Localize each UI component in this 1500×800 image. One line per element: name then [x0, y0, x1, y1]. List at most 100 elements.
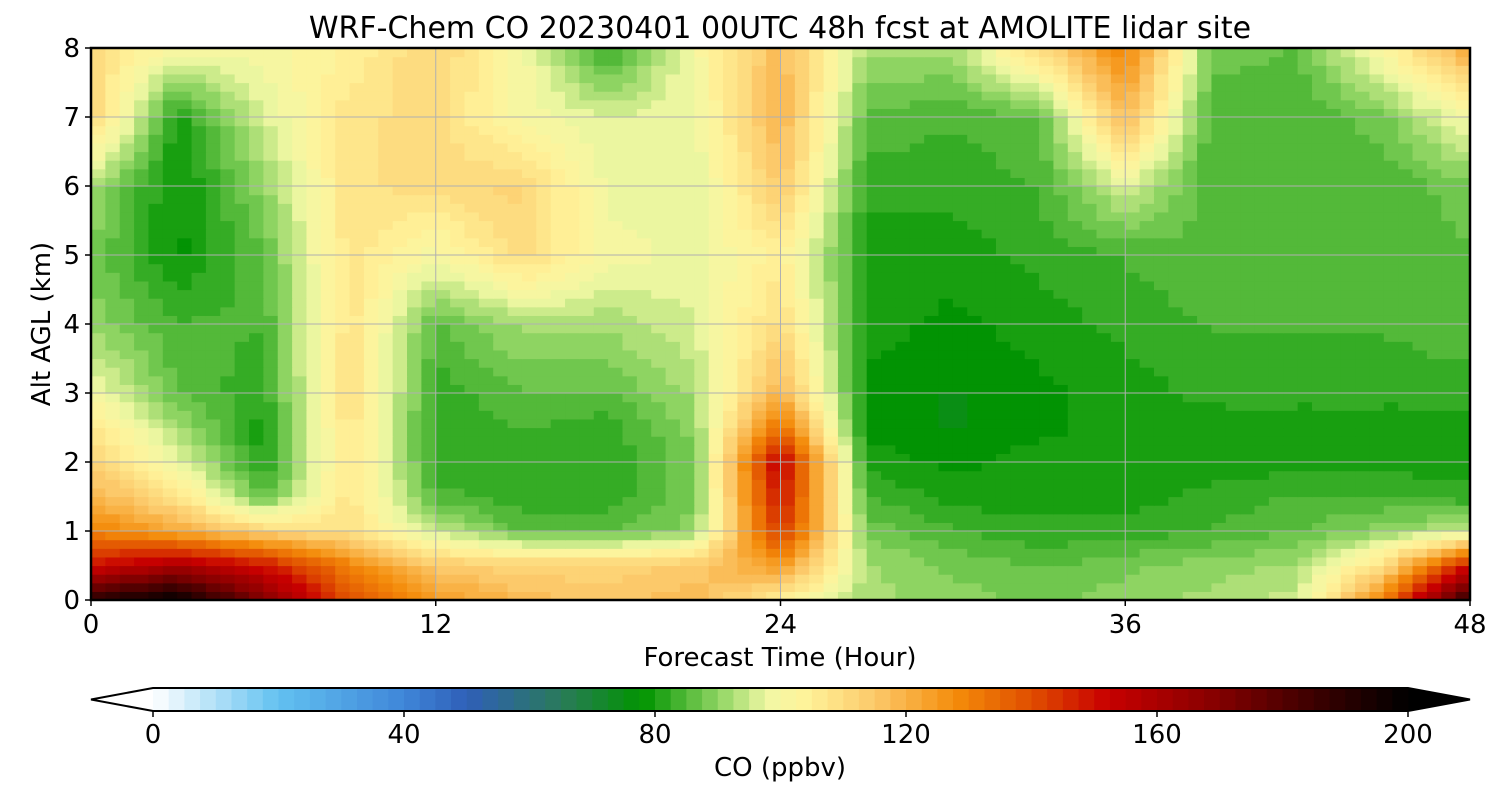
heatmap-cell [378, 418, 394, 429]
heatmap-cell [952, 306, 968, 316]
heatmap-cell [335, 263, 351, 273]
heatmap-cell [234, 496, 250, 506]
heatmap-cell [134, 272, 150, 282]
heatmap-cell [1053, 332, 1069, 342]
heatmap-cell [1355, 522, 1371, 532]
heatmap-cell [407, 582, 422, 592]
heatmap-cell [1024, 591, 1040, 600]
heatmap-cell [1441, 177, 1457, 187]
heatmap-cell [1340, 315, 1356, 325]
heatmap-cell [1340, 548, 1356, 558]
heatmap-cell [536, 436, 552, 446]
heatmap-cell [392, 298, 408, 308]
heatmap-cell [105, 289, 121, 299]
heatmap-cell [363, 220, 379, 230]
heatmap-cell [363, 444, 379, 454]
heatmap-cell [493, 272, 509, 282]
heatmap-cell [636, 444, 652, 454]
heatmap-cell [909, 427, 925, 437]
heatmap-cell [1426, 168, 1442, 178]
heatmap-cell [205, 220, 221, 230]
heatmap-cell [162, 513, 178, 523]
heatmap-cell [493, 358, 509, 368]
heatmap-cell [1096, 522, 1112, 532]
heatmap-cell [679, 332, 695, 342]
heatmap-cell [306, 418, 322, 429]
heatmap-cell [320, 229, 336, 239]
heatmap-cell [780, 203, 796, 213]
heatmap-cell [751, 470, 767, 480]
heatmap-cell [220, 272, 236, 282]
heatmap-cell [1340, 427, 1356, 437]
heatmap-cell [593, 410, 609, 420]
heatmap-cell [249, 548, 264, 558]
heatmap-cell [148, 220, 164, 230]
heatmap-cell [320, 522, 336, 532]
heatmap-cell [809, 505, 825, 515]
heatmap-cell [363, 186, 379, 196]
heatmap-cell [521, 358, 537, 368]
heatmap-cell [881, 410, 897, 420]
heatmap-cell [148, 358, 164, 368]
heatmap-cell [881, 522, 897, 532]
heatmap-cell [593, 487, 609, 498]
heatmap-cell [1455, 513, 1470, 523]
heatmap-cell [1240, 255, 1256, 265]
heatmap-cell [881, 160, 897, 170]
heatmap-cell [450, 393, 466, 403]
heatmap-cell [565, 194, 580, 204]
heatmap-cell [292, 418, 308, 429]
heatmap-cell [1139, 582, 1155, 592]
heatmap-cell [723, 436, 738, 446]
heatmap-cell [1067, 470, 1083, 480]
heatmap-cell [320, 565, 336, 575]
heatmap-cell [521, 229, 537, 239]
heatmap-cell [148, 453, 164, 463]
heatmap-cell [1096, 168, 1112, 178]
heatmap-cell [679, 177, 695, 187]
heatmap-cell [363, 574, 379, 584]
heatmap-cell [794, 324, 810, 334]
heatmap-cell [1455, 548, 1470, 558]
heatmap-cell [1139, 255, 1155, 265]
heatmap-cell [909, 453, 925, 463]
heatmap-cell [852, 255, 868, 265]
heatmap-cell [737, 349, 753, 360]
heatmap-cell [866, 513, 882, 523]
heatmap-cell [464, 211, 480, 222]
heatmap-cell [1254, 410, 1270, 420]
heatmap-cell [665, 556, 681, 567]
heatmap-cell [593, 194, 609, 204]
heatmap-cell [292, 168, 308, 178]
heatmap-cell [1082, 341, 1098, 351]
heatmap-cell [1153, 194, 1169, 204]
heatmap-cell [1197, 220, 1213, 230]
heatmap-cell [608, 487, 624, 498]
heatmap-cell [1197, 211, 1213, 222]
heatmap-cell [536, 280, 552, 291]
heatmap-cell [1311, 358, 1327, 368]
heatmap-cell [866, 401, 882, 411]
heatmap-cell [105, 246, 121, 256]
heatmap-cell [1024, 548, 1040, 558]
heatmap-cell [1398, 548, 1414, 558]
heatmap-cell [435, 556, 451, 567]
heatmap-cell [967, 358, 983, 368]
heatmap-cell [349, 384, 365, 394]
heatmap-cell [751, 324, 767, 334]
heatmap-cell [134, 444, 150, 454]
heatmap-cell [134, 306, 150, 316]
heatmap-cell [565, 487, 580, 498]
heatmap-cell [1268, 427, 1284, 437]
heatmap-cell [679, 410, 695, 420]
heatmap-cell [421, 160, 437, 170]
heatmap-cell [565, 246, 580, 256]
heatmap-cell [909, 410, 925, 420]
heatmap-cell [651, 332, 667, 342]
heatmap-cell [478, 341, 494, 351]
heatmap-cell [91, 177, 106, 187]
heatmap-cell [249, 341, 264, 351]
heatmap-cell [1311, 470, 1327, 480]
heatmap-cell [234, 298, 250, 308]
heatmap-cell [134, 220, 150, 230]
